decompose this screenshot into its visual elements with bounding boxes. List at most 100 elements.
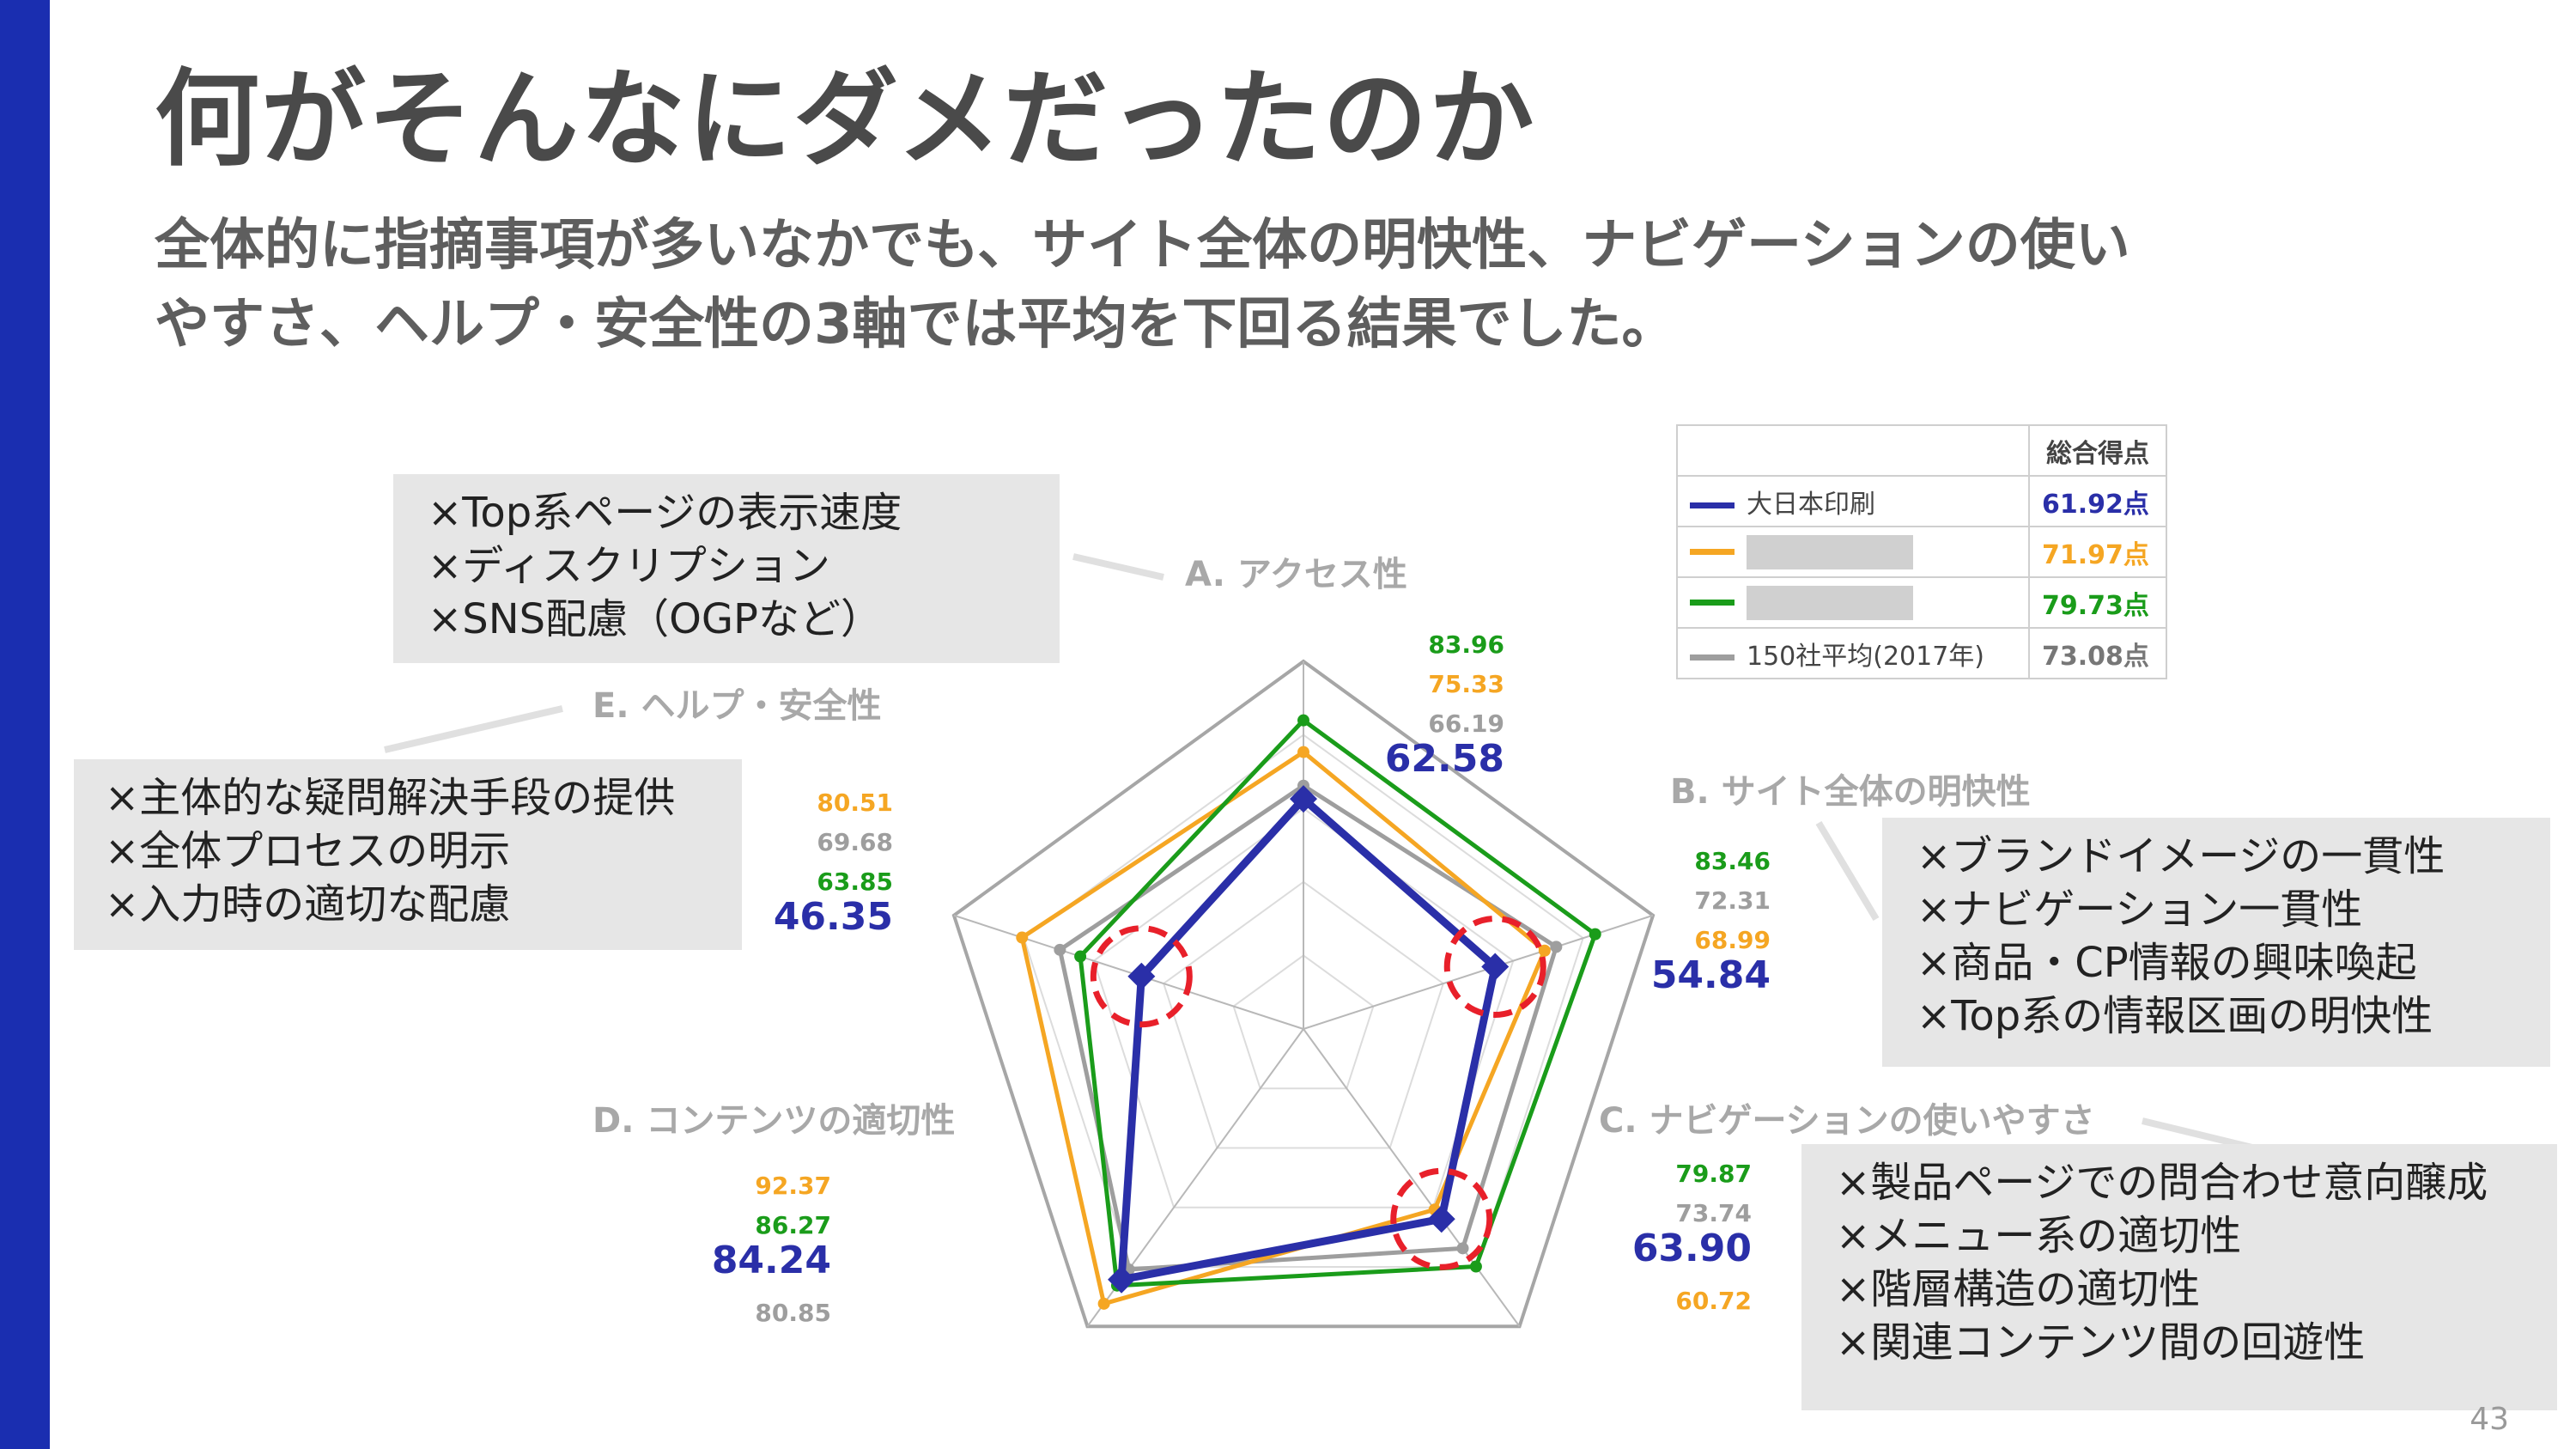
data-point-marker bbox=[1290, 785, 1317, 813]
legend-name: 150社平均(2017年) bbox=[1747, 641, 1985, 672]
page-number: 43 bbox=[2470, 1402, 2509, 1437]
data-point-marker bbox=[1550, 941, 1563, 953]
axis-label: E. ヘルプ・安全性 bbox=[592, 686, 881, 726]
legend-header: 総合得点 bbox=[2028, 424, 2167, 477]
legend-row: 79.73点 bbox=[1676, 576, 2167, 629]
redacted-company-name bbox=[1747, 585, 1913, 620]
legend-header-empty bbox=[1676, 424, 2030, 477]
axis-labels: A. アクセス性 B. サイト全体の明快性 C. ナビゲーションの使いやすさ D. コ… bbox=[592, 555, 2095, 1141]
callout-access: ×Top系ページの表示速度 ×ディスクリプション ×SNS配慮（OGPなど） bbox=[393, 474, 1060, 663]
callout-site-clarity: ×ブランドイメージの一貫性 ×ナビゲーション一貫性 ×商品・CP情報の興味喚起 … bbox=[1882, 818, 2550, 1067]
legend-swatch bbox=[1690, 600, 1735, 606]
callout-item: ×Top系ページの表示速度 bbox=[428, 489, 902, 537]
legend-score: 73.08点 bbox=[2028, 627, 2167, 679]
series-line bbox=[1019, 750, 1547, 1306]
legend-name: 大日本印刷 bbox=[1747, 489, 1875, 520]
callout-item: ×主体的な疑問解決手段の提供 bbox=[105, 774, 676, 822]
data-point-marker bbox=[1097, 1297, 1110, 1310]
sidebar-accent-bar bbox=[0, 0, 50, 1449]
legend-row: 大日本印刷 61.92点 bbox=[1676, 475, 2167, 527]
radar-series bbox=[1016, 714, 1601, 1310]
value-label: 72.31 bbox=[1694, 886, 1771, 915]
legend-swatch bbox=[1690, 502, 1735, 508]
redacted-company-name bbox=[1747, 534, 1913, 569]
value-label: 73.74 bbox=[1675, 1199, 1752, 1227]
callout-item: ×製品ページでの問合わせ意向醸成 bbox=[1836, 1159, 2488, 1207]
data-point-marker bbox=[1074, 950, 1087, 963]
callout-item: ×Top系の情報区画の明快性 bbox=[1917, 992, 2433, 1040]
value-label: 83.96 bbox=[1428, 630, 1504, 659]
legend-swatch bbox=[1690, 549, 1735, 555]
value-label: 46.35 bbox=[774, 895, 893, 939]
value-label: 80.51 bbox=[817, 788, 893, 817]
highlight-circle bbox=[1390, 1167, 1493, 1270]
legend-score: 71.97点 bbox=[2028, 526, 2167, 578]
value-label: 68.99 bbox=[1694, 926, 1771, 954]
subtitle-line: 全体的に指摘事項が多いなかでも、サイト全体の明快性、ナビゲーションの使い bbox=[155, 214, 2130, 277]
callout-item: ×関連コンテンツ間の回遊性 bbox=[1836, 1318, 2366, 1367]
legend-score: 79.73点 bbox=[2028, 576, 2167, 629]
legend-score: 61.92点 bbox=[2028, 475, 2167, 527]
data-point-marker bbox=[1427, 1205, 1455, 1233]
callout-item: ×SNS配慮（OGPなど） bbox=[428, 595, 882, 643]
page-subtitle: 全体的に指摘事項が多いなかでも、サイト全体の明快性、ナビゲーションの使い やすさ… bbox=[155, 206, 2516, 364]
leader-line-b bbox=[1815, 820, 1880, 922]
value-label: 92.37 bbox=[755, 1172, 831, 1200]
leader-line-e bbox=[384, 705, 563, 753]
grid-ring bbox=[1163, 880, 1444, 1149]
callout-leader-lines bbox=[384, 553, 2285, 1159]
subtitle-line: やすさ、ヘルプ・安全性の3軸では平均を下回る結果でした。 bbox=[155, 293, 1677, 356]
axis-label: B. サイト全体の明快性 bbox=[1670, 772, 2031, 812]
grid-ring bbox=[1092, 807, 1515, 1209]
callout-navigation: ×製品ページでの問合わせ意向醸成 ×メニュー系の適切性 ×階層構造の適切性 ×関… bbox=[1801, 1144, 2557, 1410]
value-label: 80.85 bbox=[755, 1299, 831, 1327]
value-label: 63.85 bbox=[817, 868, 893, 896]
grid-spoke bbox=[1303, 1028, 1521, 1327]
legend-swatch bbox=[1690, 654, 1735, 661]
axis-label: D. コンテンツの適切性 bbox=[592, 1101, 955, 1141]
legend-name-cell bbox=[1676, 576, 2030, 629]
value-label: 63.90 bbox=[1632, 1227, 1752, 1270]
legend-row: 71.97点 bbox=[1676, 526, 2167, 578]
callout-item: ×ディスクリプション bbox=[428, 542, 830, 590]
value-label: 84.24 bbox=[712, 1239, 831, 1282]
data-point-marker bbox=[1481, 953, 1510, 981]
page-title: 何がそんなにダメだったのか bbox=[155, 58, 1536, 180]
value-label: 66.19 bbox=[1428, 709, 1504, 738]
callout-item: ×階層構造の適切性 bbox=[1836, 1265, 2201, 1313]
callout-item: ×全体プロセスの明示 bbox=[105, 827, 511, 875]
leader-line-a bbox=[1072, 553, 1164, 581]
callout-item: ×ナビゲーション一貫性 bbox=[1917, 886, 2363, 934]
data-point-marker bbox=[1054, 943, 1066, 956]
series-line bbox=[1117, 795, 1499, 1284]
highlight-circles bbox=[1090, 915, 1546, 1270]
data-point-marker bbox=[1297, 714, 1309, 727]
grid-ring bbox=[951, 659, 1656, 1329]
value-label: 62.58 bbox=[1385, 737, 1504, 781]
value-label: 83.46 bbox=[1694, 847, 1771, 875]
callout-item: ×入力時の適切な配慮 bbox=[105, 880, 511, 928]
data-point-marker bbox=[1469, 1260, 1482, 1273]
value-label: 75.33 bbox=[1428, 670, 1504, 698]
axis-label: C. ナビゲーションの使いやすさ bbox=[1599, 1101, 2095, 1141]
grid-spoke bbox=[953, 914, 1304, 1030]
callout-item: ×メニュー系の適切性 bbox=[1836, 1212, 2242, 1260]
legend-name-cell: 150社平均(2017年) bbox=[1676, 627, 2030, 679]
value-label: 69.68 bbox=[817, 828, 893, 856]
data-point-marker bbox=[1589, 928, 1601, 941]
data-point-marker bbox=[1456, 1242, 1469, 1255]
highlight-circle bbox=[1090, 925, 1193, 1028]
radar-grid bbox=[951, 659, 1656, 1329]
data-point-marker bbox=[1127, 962, 1156, 990]
axis-label: A. アクセス性 bbox=[1185, 555, 1407, 594]
legend-name-cell bbox=[1676, 526, 2030, 578]
value-label: 86.27 bbox=[755, 1211, 831, 1239]
legend-row: 150社平均(2017年) 73.08点 bbox=[1676, 627, 2167, 679]
legend-name-cell: 大日本印刷 bbox=[1676, 475, 2030, 527]
data-point-marker bbox=[1297, 746, 1309, 758]
highlight-circle bbox=[1443, 915, 1546, 1018]
value-label: 60.72 bbox=[1675, 1287, 1752, 1315]
value-label: 54.84 bbox=[1651, 953, 1771, 997]
